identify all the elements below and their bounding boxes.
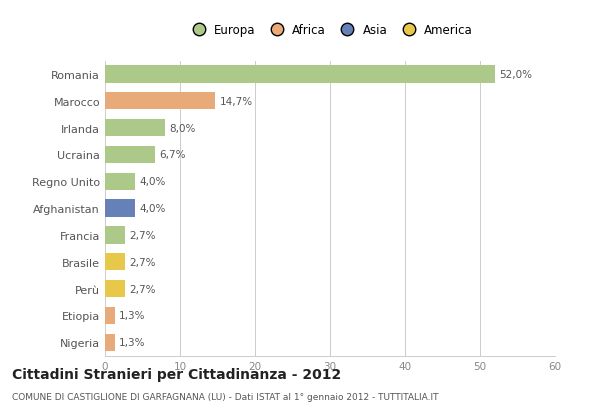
Bar bbox=[105, 200, 135, 217]
Bar bbox=[105, 280, 125, 298]
Text: 4,0%: 4,0% bbox=[139, 177, 166, 187]
Bar bbox=[105, 146, 155, 164]
Text: 2,7%: 2,7% bbox=[130, 257, 156, 267]
Text: 52,0%: 52,0% bbox=[499, 70, 533, 80]
Bar bbox=[105, 254, 125, 271]
Bar bbox=[105, 334, 115, 351]
Text: 6,7%: 6,7% bbox=[160, 150, 186, 160]
Text: 4,0%: 4,0% bbox=[139, 204, 166, 213]
Text: Cittadini Stranieri per Cittadinanza - 2012: Cittadini Stranieri per Cittadinanza - 2… bbox=[12, 367, 341, 381]
Bar bbox=[105, 227, 125, 244]
Text: 2,7%: 2,7% bbox=[130, 230, 156, 240]
Text: 8,0%: 8,0% bbox=[170, 123, 196, 133]
Legend: Europa, Africa, Asia, America: Europa, Africa, Asia, America bbox=[185, 22, 475, 39]
Bar bbox=[105, 307, 115, 324]
Bar bbox=[105, 66, 495, 83]
Text: 1,3%: 1,3% bbox=[119, 311, 146, 321]
Text: COMUNE DI CASTIGLIONE DI GARFAGNANA (LU) - Dati ISTAT al 1° gennaio 2012 - TUTTI: COMUNE DI CASTIGLIONE DI GARFAGNANA (LU)… bbox=[12, 392, 439, 401]
Bar bbox=[105, 119, 165, 137]
Text: 1,3%: 1,3% bbox=[119, 337, 146, 347]
Text: 14,7%: 14,7% bbox=[220, 97, 253, 106]
Bar bbox=[105, 173, 135, 191]
Bar bbox=[105, 93, 215, 110]
Text: 2,7%: 2,7% bbox=[130, 284, 156, 294]
